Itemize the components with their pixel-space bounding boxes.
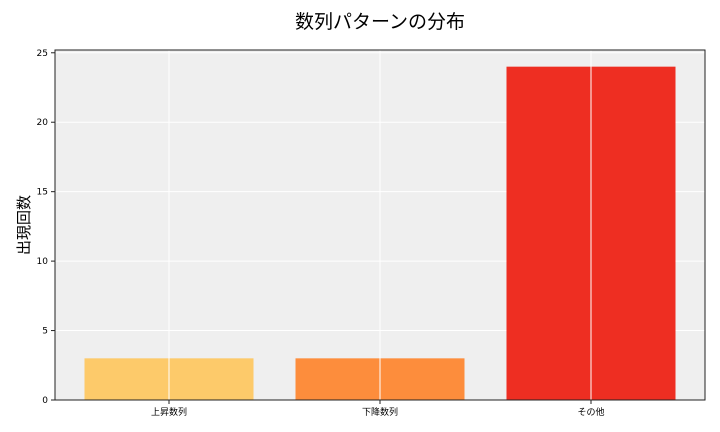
y-tick-label: 0 [42,396,48,406]
y-tick-label: 25 [37,49,48,59]
y-axis-label: 出現回数 [15,195,33,255]
y-tick-label: 15 [37,188,48,198]
x-ticks: 上昇数列 下降数列 その他 [151,400,605,418]
x-tick-label: その他 [577,406,604,418]
chart-title: 数列パターンの分布 [295,11,465,33]
x-tick-label: 上昇数列 [151,406,187,418]
x-tick-label: 下降数列 [362,406,398,418]
y-ticks: 0 5 10 15 20 25 [37,49,55,406]
y-tick-label: 5 [42,327,48,337]
y-tick-label: 10 [37,257,49,267]
y-tick-label: 20 [37,118,49,128]
vertical-grid [168,50,592,400]
